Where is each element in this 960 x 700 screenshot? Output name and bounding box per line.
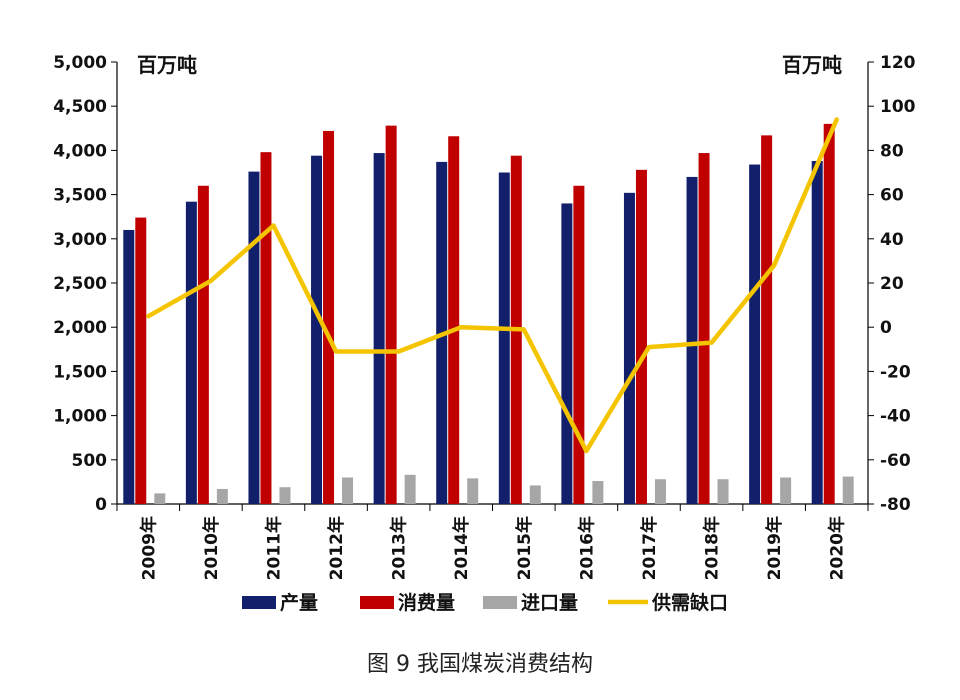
figure-caption: 图 9 我国煤炭消费结构 [367,652,593,677]
category-label: 2009年 [138,516,159,580]
bar-进口量 [592,481,604,504]
category-label: 2010年 [201,516,222,580]
bar-消费量 [573,185,585,504]
bar-消费量 [260,152,272,504]
right-tick-label: -80 [880,495,911,515]
legend-swatch [242,596,276,609]
legend-swatch [360,596,394,609]
left-tick-label: 2,000 [53,318,107,338]
bar-进口量 [154,493,166,504]
left-tick-label: 4,500 [53,97,107,117]
category-label: 2015年 [514,516,535,580]
legend-swatch [483,596,517,609]
bar-产量 [811,161,823,504]
left-tick-label: 500 [72,451,108,471]
bar-产量 [311,155,323,505]
left-tick-label: 2,500 [53,274,107,294]
category-label: 2017年 [639,516,660,580]
legend-label: 消费量 [398,591,455,614]
category-label: 2012年 [326,516,347,580]
legend: 产量 消费量 进口量 供需缺口 [242,591,728,614]
bar-产量 [561,203,573,504]
right-axis: -80 -60 -40 -20 0 20 40 60 80 100 120 [867,53,916,515]
bar-消费量 [823,123,835,504]
bar-进口量 [842,476,854,504]
right-tick-label: 100 [880,97,916,117]
bar-进口量 [780,477,792,504]
bar-进口量 [717,479,729,504]
category-labels: 2009年 2010年 2011年 2012年 2013年 2014年 2015年 2016年… [116,504,869,580]
right-tick-label: -60 [880,451,911,471]
right-axis-unit: 百万吨 [782,53,842,77]
category-label: 2020年 [827,516,848,580]
legend-label: 供需缺口 [651,591,728,614]
right-tick-label: 120 [880,53,916,73]
category-label: 2013年 [389,516,410,580]
bar-消费量 [448,136,460,505]
right-tick-label: 80 [880,141,904,161]
right-tick-label: 0 [880,318,892,338]
bar-进口量 [529,485,541,504]
left-tick-label: 3,500 [53,186,107,206]
right-tick-label: 20 [880,274,904,294]
bar-进口量 [216,488,228,504]
left-tick-label: 5,000 [53,53,107,73]
line-供需缺口 [146,117,839,454]
left-tick-label: 4,000 [53,141,107,161]
left-axis: 0 500 1,000 1,500 2,000 2,500 3,000 3,500 4,000 4… [53,53,868,515]
legend-label: 产量 [280,591,318,614]
bar-产量 [686,176,698,505]
coal-consumption-chart: 0 500 1,000 1,500 2,000 2,500 3,000 3,500 4,000 4… [53,53,916,614]
right-tick-label: -40 [880,407,911,427]
bar-进口量 [279,487,291,504]
category-label: 2011年 [263,516,284,580]
right-tick-label: 40 [880,230,904,250]
bar-产量 [373,153,385,504]
right-tick-label: 60 [880,186,904,206]
bar-消费量 [197,185,209,504]
bar-产量 [123,229,135,504]
bar-产量 [749,164,761,504]
category-label: 2019年 [764,516,785,580]
bar-消费量 [385,125,397,504]
bars [123,123,854,505]
bar-进口量 [404,474,416,504]
supply-gap-line [146,117,839,454]
right-tick-label: -20 [880,362,911,382]
category-label: 2014年 [451,516,472,580]
bar-产量 [248,171,260,504]
bar-消费量 [135,217,147,505]
bar-消费量 [761,135,773,504]
bar-消费量 [323,130,335,504]
bar-产量 [498,172,510,504]
bar-产量 [185,201,197,504]
bar-进口量 [467,478,479,504]
bar-消费量 [635,169,647,504]
bar-消费量 [698,153,710,504]
bar-进口量 [342,477,354,504]
category-label: 2018年 [702,516,723,580]
bar-进口量 [654,479,666,504]
left-tick-label: 0 [95,495,107,515]
left-tick-label: 3,000 [53,230,107,250]
left-tick-label: 1,500 [53,362,107,382]
left-tick-label: 1,000 [53,407,107,427]
legend-label: 进口量 [521,592,578,614]
left-axis-unit: 百万吨 [137,53,197,77]
bar-产量 [623,192,635,504]
category-label: 2016年 [576,516,597,580]
